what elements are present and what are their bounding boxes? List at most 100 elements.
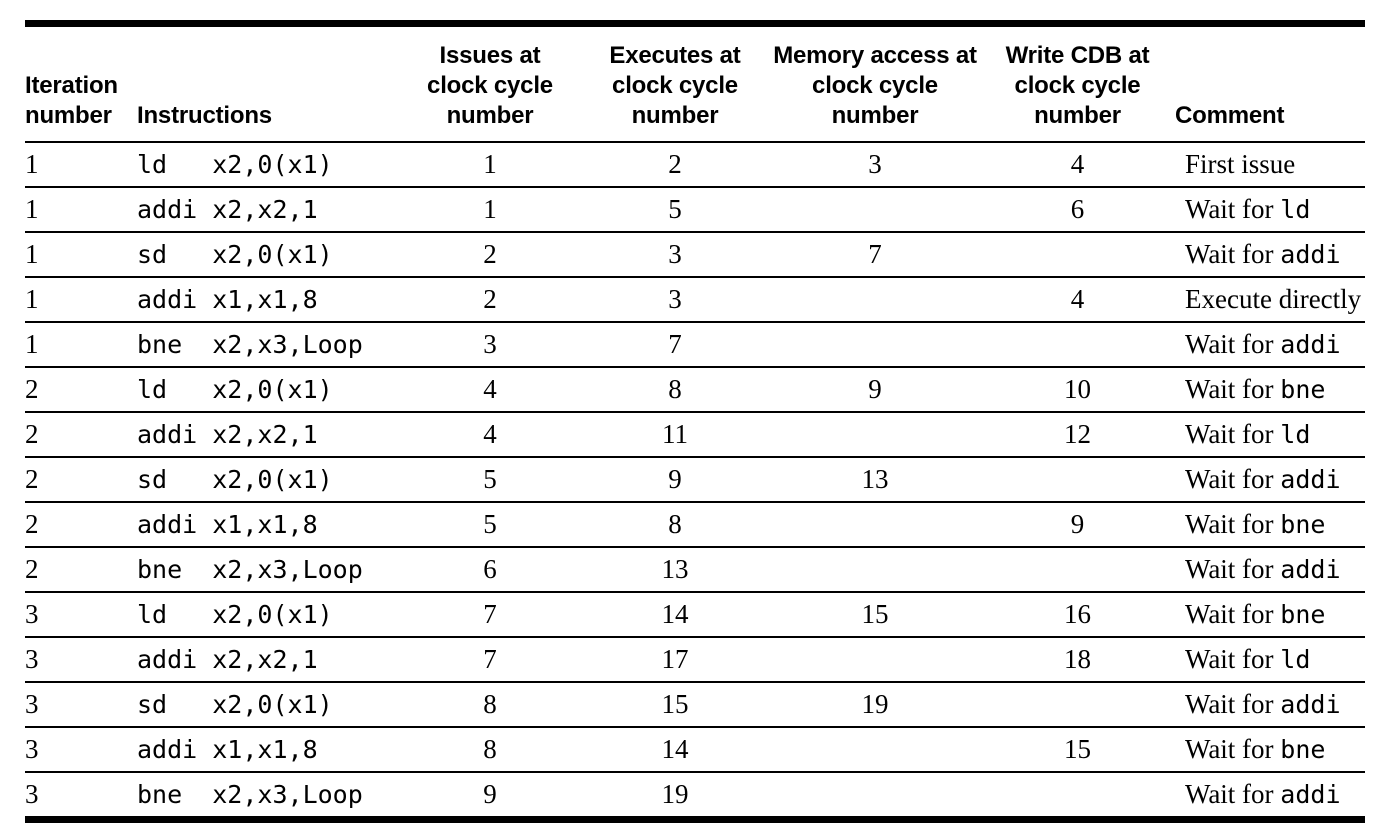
- comment-cell: Wait for addi: [1175, 772, 1365, 820]
- iteration-cell: 3: [25, 592, 137, 638]
- execute-cycle-cell: 5: [580, 187, 770, 233]
- comment-code: bne: [1280, 735, 1326, 764]
- execute-cycle-cell: 13: [580, 547, 770, 593]
- iteration-cell: 1: [25, 322, 137, 368]
- issue-cycle-cell: 9: [483, 779, 497, 809]
- comment-cell: Wait for bne: [1175, 592, 1365, 638]
- write-cdb-cycle-cell: 4: [980, 142, 1175, 188]
- comment-text: Wait for: [1185, 779, 1281, 809]
- issue-cycle-cell: 3: [400, 322, 580, 368]
- memory-access-cycle-cell: [770, 322, 980, 368]
- write-cdb-cycle-cell: [980, 682, 1175, 728]
- comment-text: Wait for: [1185, 239, 1281, 269]
- execute-cycle-cell: 7: [580, 322, 770, 368]
- memory-access-cycle-cell: 15: [770, 592, 980, 638]
- issue-cycle-cell: 2: [400, 232, 580, 278]
- instruction-cell: addi x1,x1,8: [137, 502, 400, 548]
- comment-cell: Wait for addi: [1175, 457, 1365, 503]
- write-cdb-cycle-cell: 4: [980, 277, 1175, 323]
- column-header-write-cdb-cycle: Write CDB at clock cycle number: [980, 23, 1175, 143]
- issue-cycle-cell: 2: [400, 277, 580, 323]
- memory-access-cycle-cell: [770, 502, 980, 548]
- iteration-cell: 3: [25, 779, 39, 809]
- instruction-cell: addi x2,x2,1: [137, 187, 400, 233]
- comment-text: Wait for: [1185, 374, 1281, 404]
- write-cdb-cycle-cell: [980, 547, 1175, 593]
- comment-code: ld: [1280, 420, 1311, 449]
- memory-access-cycle-cell: 9: [770, 367, 980, 413]
- comment-cell: Wait for addi: [1175, 322, 1365, 368]
- issue-cycle-cell: 4: [400, 412, 580, 458]
- column-header-issue-cycle: Issues at clock cycle number: [400, 23, 580, 143]
- write-cdb-cycle-cell: [980, 457, 1175, 503]
- iteration-cell: 2: [25, 457, 137, 503]
- iteration-cell: 3: [25, 727, 137, 773]
- comment-text: Wait for: [1185, 509, 1281, 539]
- table-row: 3 ld x2,0(x1) 7 14 15 16 Wait for bne: [25, 592, 1365, 638]
- issue-cycle-cell: 8: [400, 727, 580, 773]
- instruction-cell: sd x2,0(x1): [137, 232, 400, 278]
- comment-cell: Execute directly: [1175, 277, 1365, 323]
- instruction-cell: addi x2,x2,1: [137, 637, 400, 683]
- comment-cell: First issue: [1175, 142, 1365, 188]
- comment-code: addi: [1280, 240, 1341, 269]
- execute-cycle-cell: 17: [580, 637, 770, 683]
- execute-cycle-cell: 2: [580, 142, 770, 188]
- comment-text: Wait for: [1185, 599, 1281, 629]
- comment-text: Wait for: [1185, 734, 1281, 764]
- instruction-cell: ld x2,0(x1): [137, 142, 400, 188]
- table-row: 2 addi x1,x1,8 5 8 9 Wait for bne: [25, 502, 1365, 548]
- comment-text: Wait for: [1185, 554, 1281, 584]
- instruction-cell: bne x2,x3,Loop: [137, 322, 400, 368]
- write-cdb-cycle-cell: 6: [980, 187, 1175, 233]
- instruction-cell: ld x2,0(x1): [137, 592, 400, 638]
- memory-access-cycle-cell: 13: [770, 457, 980, 503]
- write-cdb-cycle-cell: [980, 322, 1175, 368]
- comment-text: Wait for: [1185, 464, 1281, 494]
- comment-cell: Wait for ld: [1175, 637, 1365, 683]
- comment-text: Wait for: [1185, 194, 1281, 224]
- comment-text: First issue: [1185, 149, 1296, 179]
- execute-cycle-cell: 8: [580, 367, 770, 413]
- iteration-cell: 3: [25, 637, 137, 683]
- comment-cell: Wait for bne: [1175, 727, 1365, 773]
- comment-cell: Wait for addi: [1175, 682, 1365, 728]
- write-cdb-cycle-cell: 16: [980, 592, 1175, 638]
- instruction-cell: bne x2,x3,Loop: [137, 780, 363, 809]
- comment-code: ld: [1280, 645, 1311, 674]
- execute-cycle-cell: 14: [580, 727, 770, 773]
- execute-cycle-cell: 14: [580, 592, 770, 638]
- comment-code: addi: [1280, 465, 1341, 494]
- write-cdb-cycle-cell: 10: [980, 367, 1175, 413]
- table-row: 2 ld x2,0(x1) 4 8 9 10 Wait for bne: [25, 367, 1365, 413]
- memory-access-cycle-cell: [770, 412, 980, 458]
- issue-cycle-cell: 1: [400, 187, 580, 233]
- table-row: 3 addi x2,x2,1 7 17 18 Wait for ld: [25, 637, 1365, 683]
- execute-cycle-cell: 3: [580, 277, 770, 323]
- issue-cycle-cell: 5: [400, 457, 580, 503]
- comment-text: Wait for: [1185, 689, 1281, 719]
- issue-cycle-cell: 7: [400, 592, 580, 638]
- comment-text: Wait for: [1185, 419, 1281, 449]
- issue-cycle-cell: 4: [400, 367, 580, 413]
- comment-cell: Wait for bne: [1175, 367, 1365, 413]
- execute-cycle-cell: 8: [580, 502, 770, 548]
- comment-code: ld: [1280, 195, 1311, 224]
- table-row: 3 bne x2,x3,Loop 9 19 Wait for addi: [25, 772, 1365, 820]
- execute-cycle-cell: 15: [580, 682, 770, 728]
- comment-code: addi: [1280, 780, 1341, 809]
- issue-cycle-cell: 8: [400, 682, 580, 728]
- instruction-cell: addi x1,x1,8: [137, 277, 400, 323]
- comment-cell: Wait for bne: [1175, 502, 1365, 548]
- issue-cycle-cell: 6: [400, 547, 580, 593]
- execute-cycle-cell: 3: [580, 232, 770, 278]
- comment-code: bne: [1280, 600, 1326, 629]
- issue-cycle-cell: 1: [400, 142, 580, 188]
- table-row: 1 bne x2,x3,Loop 3 7 Wait for addi: [25, 322, 1365, 368]
- table-body: 1 ld x2,0(x1) 1 2 3 4 First issue 1 addi…: [25, 142, 1365, 820]
- comment-text: Wait for: [1185, 329, 1281, 359]
- memory-access-cycle-cell: 7: [770, 232, 980, 278]
- issue-cycle-cell: 7: [400, 637, 580, 683]
- column-header-memory-access-cycle: Memory access at clock cycle number: [770, 23, 980, 143]
- table-row: 1 ld x2,0(x1) 1 2 3 4 First issue: [25, 142, 1365, 188]
